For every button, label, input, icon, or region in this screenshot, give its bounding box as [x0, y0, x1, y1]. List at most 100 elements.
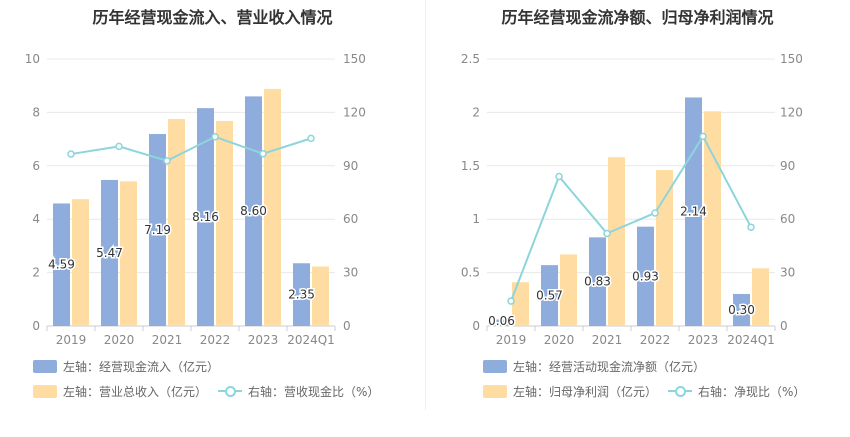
line-point: [67, 150, 75, 158]
legend-label-bar2: 左轴：营业总收入（亿元）: [63, 384, 208, 399]
left-axis-tick-label: 1: [472, 212, 480, 226]
x-axis-tick-label: 2021: [592, 333, 623, 347]
legend-item-bar2[interactable]: 左轴：营业总收入（亿元）: [33, 381, 207, 401]
bar-series2: [72, 199, 89, 326]
data-label: 7.19: [144, 223, 171, 237]
bar-series2: [560, 254, 577, 326]
legend-swatch-bar1: [33, 359, 57, 373]
bar-series1: [733, 293, 750, 326]
data-label: 0.83: [584, 275, 611, 289]
data-label: 2.35: [288, 288, 315, 302]
bar-series1: [541, 265, 558, 326]
line-point: [211, 133, 219, 141]
legend-label-line: 右轴：营收现金比（%）: [248, 384, 380, 399]
line-series: [70, 135, 312, 162]
bar-series2: [216, 120, 233, 326]
data-label: 0.30: [728, 303, 755, 317]
legend-swatch-bar2: [33, 384, 57, 398]
legend-item-bar1[interactable]: 左轴：经营现金流入（亿元）: [33, 356, 219, 376]
legend-label-bar1: 左轴：经营现金流入（亿元）: [63, 359, 220, 374]
legend-label-line: 右轴：净现比（%）: [698, 384, 806, 399]
x-axis-tick-label: 2019: [496, 333, 527, 347]
x-axis-tick-label: 2021: [152, 333, 183, 347]
right-axis-tick-label: 60: [343, 212, 358, 226]
x-axis-tick-label: 2023: [688, 333, 719, 347]
right-axis-tick-label: 60: [780, 212, 795, 226]
left-axis-tick-label: 0: [472, 319, 480, 333]
legend-item-line[interactable]: 右轴：营收现金比（%）: [218, 381, 379, 401]
line-point: [555, 172, 563, 181]
x-axis-tick-label: 2020: [544, 333, 575, 347]
data-label: 4.59: [48, 258, 75, 272]
left-axis-tick-label: 2.5: [461, 52, 480, 66]
left-axis-tick-label: 10: [25, 52, 40, 66]
bar-series2: [168, 119, 185, 326]
legend-label-bar2: 左轴：归母净利润（亿元）: [513, 384, 658, 399]
right-axis-tick-label: 90: [343, 159, 358, 173]
bar-series1: [53, 203, 70, 326]
bar-series1: [493, 319, 510, 326]
panel-divider: [425, 0, 426, 410]
x-axis-tick-label: 2020: [104, 333, 135, 347]
bar-series2: [656, 170, 673, 326]
chart-panel-cash-inflow: 历年经营现金流入、营业收入情况 0 2 4 6 8 10 0 30 60 90 120 150 2019…: [25, 8, 380, 401]
x-axis-tick-label: 2019: [56, 333, 87, 347]
right-axis-tick-label: 30: [780, 266, 795, 280]
legend-swatch-bar2: [483, 384, 507, 398]
bar-series1: [637, 226, 654, 326]
x-axis-tick-label: 2024Q1: [287, 333, 335, 347]
left-axis-tick-label: 2: [472, 105, 480, 119]
bar-series2: [312, 266, 329, 326]
right-axis-tick-label: 30: [343, 266, 358, 280]
left-axis-tick-label: 8: [32, 105, 40, 119]
chart-title: 历年经营现金流净额、归母净利润情况: [501, 8, 774, 27]
left-axis-tick-label: 0.5: [461, 266, 480, 280]
bar-series1: [197, 108, 214, 327]
chart-title: 历年经营现金流入、营业收入情况: [92, 8, 333, 27]
legend-label-bar1: 左轴：经营活动现金流净额（亿元）: [513, 359, 706, 374]
data-label: 0.06: [488, 314, 515, 328]
line-point: [163, 157, 171, 165]
line-point: [699, 132, 707, 141]
bar-series2: [704, 111, 721, 326]
right-axis-tick-label: 0: [343, 319, 351, 333]
line-point: [115, 142, 123, 151]
left-axis-tick-label: 4: [32, 212, 40, 226]
bar-series1: [149, 134, 166, 326]
chart-panel-net-cash: 历年经营现金流净额、归母净利润情况 0 0.5 1 1.5 2 2.5 0 30 60 90 120…: [425, 0, 850, 437]
left-axis-tick-label: 6: [32, 159, 40, 173]
x-axis-tick-label: 2024Q1: [727, 333, 775, 347]
bar-series1: [685, 97, 702, 326]
data-label: 0.57: [536, 289, 563, 303]
left-axis-tick-label: 0: [32, 319, 40, 333]
line-point: [651, 209, 659, 217]
line-series: [510, 134, 752, 302]
data-label: 8.16: [192, 210, 219, 224]
legend-item-line[interactable]: 右轴：净现比（%）: [668, 381, 805, 401]
right-axis-tick-label: 120: [343, 105, 366, 119]
bar-series2: [752, 268, 769, 326]
right-axis-tick-label: 150: [343, 52, 366, 66]
bar-series1: [101, 179, 118, 326]
left-axis-tick-label: 2: [32, 266, 40, 280]
data-label: 5.47: [96, 246, 123, 260]
right-axis-tick-label: 120: [780, 105, 803, 119]
line-point: [507, 297, 515, 305]
line-point: [747, 223, 755, 231]
bar-series1: [589, 237, 606, 326]
x-axis-tick-label: 2023: [248, 333, 279, 347]
chart-svg-cash-inflow: 0 2 4 6 8 10 0 30 60 90 120 150 2019 2020 2021 2022 2023…: [25, 52, 366, 347]
line-point: [603, 229, 611, 238]
bar-series1: [293, 263, 310, 326]
chart-svg-net-cash: 0 0.5 1 1.5 2 2.5 0 30 60 90 120 150 2019 2020 2021 202…: [461, 52, 803, 347]
legend-item-bar1[interactable]: 左轴：经营活动现金流净额（亿元）: [483, 356, 705, 376]
bar-series2: [120, 181, 137, 326]
legend-swatch-bar1: [483, 359, 507, 373]
legend-item-bar2[interactable]: 左轴：归母净利润（亿元）: [483, 381, 657, 401]
line-point: [307, 134, 315, 143]
right-axis-tick-label: 0: [780, 319, 788, 333]
x-axis-tick-label: 2022: [640, 333, 671, 347]
right-axis-tick-label: 150: [780, 52, 803, 66]
right-axis-tick-label: 90: [780, 159, 795, 173]
bar-series1: [245, 96, 262, 326]
